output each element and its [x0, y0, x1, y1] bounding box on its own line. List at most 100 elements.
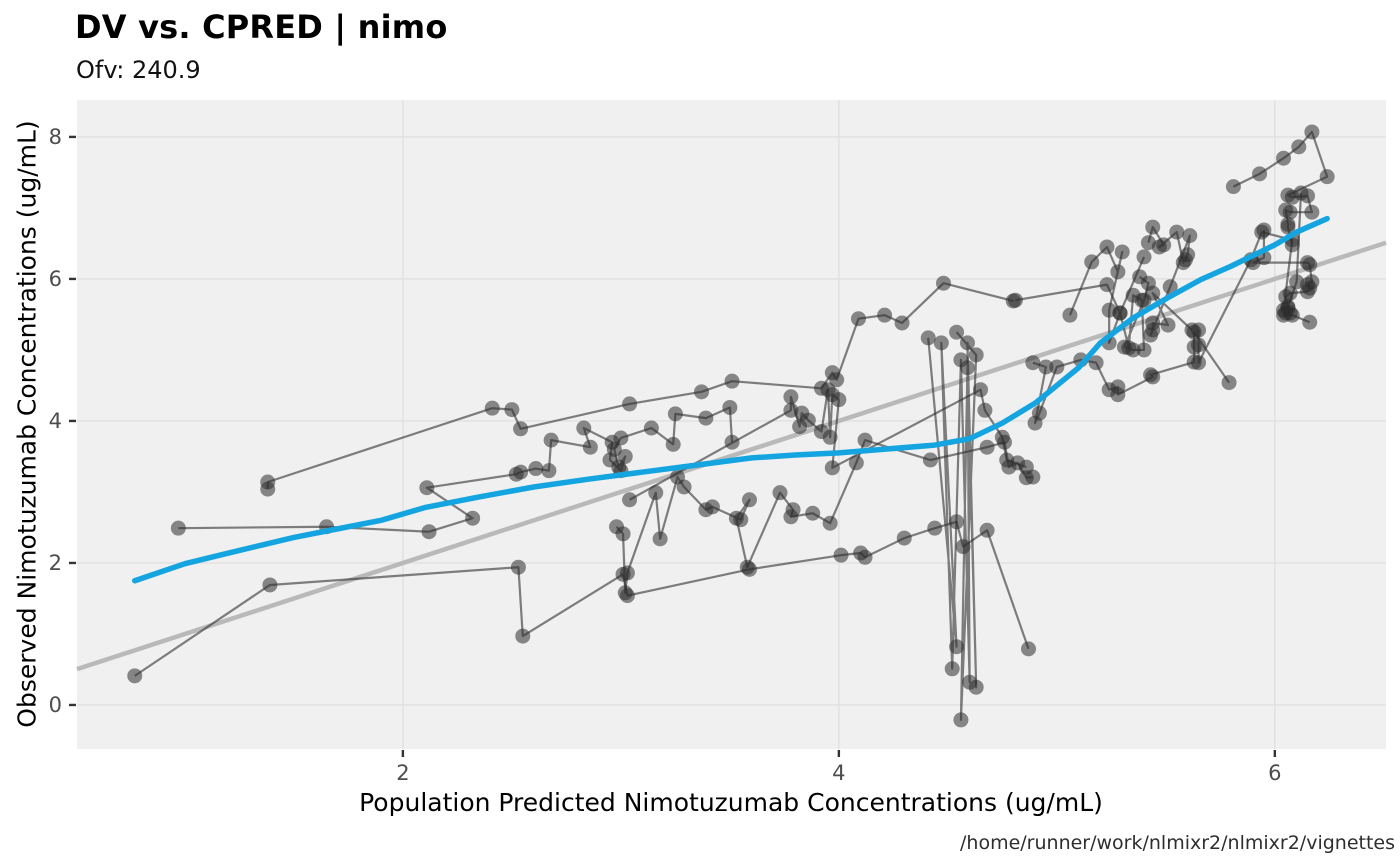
data-point — [1145, 219, 1161, 235]
data-point — [465, 510, 481, 526]
data-point — [1300, 284, 1316, 300]
data-point — [617, 585, 633, 601]
data-point — [805, 505, 821, 521]
data-point — [704, 499, 720, 515]
data-point — [1169, 224, 1185, 240]
data-point — [1276, 150, 1292, 166]
data-point — [1302, 314, 1318, 330]
data-point — [1284, 237, 1300, 253]
data-point — [1278, 202, 1294, 218]
data-point — [1304, 204, 1320, 220]
smooth-loess-line — [132, 215, 1330, 584]
data-point — [667, 406, 683, 422]
data-point — [543, 432, 559, 448]
data-point — [1319, 169, 1335, 185]
data-point — [1031, 405, 1047, 421]
data-point — [1284, 307, 1300, 323]
data-point — [739, 559, 755, 575]
data-point — [724, 373, 740, 389]
y-tick-label: 8 — [49, 125, 62, 149]
data-point — [1084, 254, 1100, 270]
data-point — [831, 392, 847, 408]
data-point — [1221, 375, 1237, 391]
data-point — [822, 515, 838, 531]
data-point — [979, 439, 995, 455]
data-point — [894, 315, 910, 331]
data-point — [922, 452, 938, 468]
data-point — [955, 539, 971, 555]
data-point — [1191, 337, 1207, 353]
data-point — [1049, 359, 1065, 375]
data-point — [1145, 285, 1161, 301]
data-point — [513, 421, 529, 437]
data-point — [615, 526, 631, 542]
data-point — [1088, 355, 1104, 371]
data-point — [1180, 247, 1196, 263]
data-point — [513, 464, 529, 480]
data-point — [582, 439, 598, 455]
data-point — [1252, 166, 1268, 182]
data-point — [857, 432, 873, 448]
data-point — [1110, 264, 1126, 280]
data-point — [1304, 124, 1320, 140]
data-point — [504, 402, 520, 418]
x-axis-label: Population Predicted Nimotuzumab Concent… — [359, 788, 1103, 817]
data-point — [1145, 315, 1161, 331]
data-point — [1191, 355, 1207, 371]
data-point — [772, 485, 788, 501]
data-point — [648, 485, 664, 501]
data-point — [694, 384, 710, 400]
profile-line — [927, 331, 978, 721]
x-tick-label: 6 — [1268, 761, 1281, 785]
data-point — [949, 514, 965, 530]
data-point — [1116, 339, 1132, 355]
data-point — [1099, 277, 1115, 293]
data-point — [979, 522, 995, 538]
data-point — [783, 389, 799, 405]
data-point — [622, 492, 638, 508]
data-point — [652, 531, 668, 547]
data-point — [968, 347, 984, 363]
data-point — [1025, 355, 1041, 371]
data-point — [622, 396, 638, 412]
data-point — [1007, 292, 1023, 308]
x-tick-label: 4 — [832, 761, 845, 785]
data-point — [935, 275, 951, 291]
y-tick-label: 2 — [49, 551, 62, 575]
data-point — [1132, 269, 1148, 285]
data-point — [262, 577, 278, 593]
data-point — [822, 429, 838, 445]
data-point — [1291, 139, 1307, 155]
data-point — [1062, 307, 1078, 323]
data-point — [170, 520, 186, 536]
data-point — [968, 679, 984, 695]
data-point — [1038, 359, 1054, 375]
data-point — [419, 480, 435, 496]
data-point — [1136, 342, 1152, 358]
data-point — [722, 399, 738, 415]
data-point — [1284, 189, 1300, 205]
data-point — [484, 400, 500, 416]
data-point — [676, 479, 692, 495]
data-point — [741, 492, 757, 508]
data-point — [1114, 244, 1130, 260]
data-point — [848, 455, 864, 471]
data-point — [1182, 228, 1198, 244]
data-point — [850, 311, 866, 327]
data-point — [611, 459, 627, 475]
data-point — [1256, 222, 1272, 238]
data-point — [783, 509, 799, 525]
data-point — [877, 307, 893, 323]
data-point — [528, 461, 544, 477]
data-point — [510, 559, 526, 575]
data-point — [800, 412, 816, 428]
data-point — [421, 524, 437, 540]
identity-line — [76, 240, 1387, 672]
data-point — [1112, 305, 1128, 321]
data-point — [1225, 179, 1241, 195]
data-point — [1191, 322, 1207, 338]
data-point — [959, 335, 975, 351]
data-point — [959, 360, 975, 376]
data-point — [1162, 279, 1178, 295]
